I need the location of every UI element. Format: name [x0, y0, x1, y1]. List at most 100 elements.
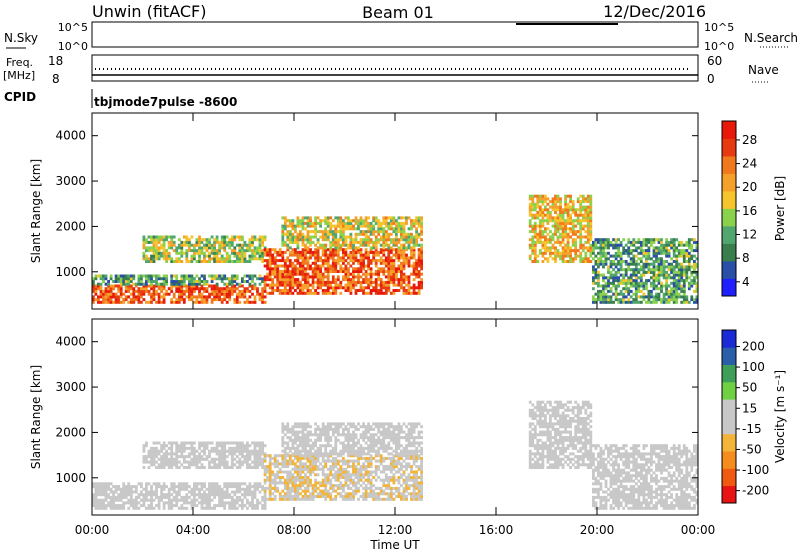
echo-cell — [395, 272, 398, 276]
echo-cell — [160, 444, 163, 448]
echo-cell — [660, 249, 663, 253]
echo-cell — [304, 489, 307, 493]
echo-cell — [261, 238, 264, 242]
echo-cell — [294, 283, 297, 287]
echo-cell — [215, 274, 219, 278]
echo-cell — [175, 289, 179, 293]
echo-cell — [261, 498, 264, 502]
echo-cell — [185, 493, 189, 497]
echo-cell — [612, 281, 615, 285]
echo-cell — [177, 243, 181, 247]
echo-cell — [208, 441, 211, 445]
echo-cell — [304, 283, 307, 287]
echo-cell — [230, 482, 234, 486]
echo-cell — [251, 287, 254, 291]
echo-cell — [586, 257, 590, 261]
echo-cell — [230, 251, 234, 255]
echo-cell — [364, 264, 368, 268]
echo-cell — [162, 460, 166, 464]
echo-cell — [235, 485, 239, 489]
echo-cell — [349, 272, 353, 276]
echo-cell — [609, 300, 613, 304]
echo-cell — [238, 498, 242, 502]
echo-cell — [639, 281, 643, 285]
echo-cell — [291, 235, 295, 239]
echo-cell — [228, 449, 232, 453]
echo-cell — [235, 277, 239, 281]
echo-cell — [97, 295, 100, 299]
echo-cell — [261, 457, 264, 461]
echo-cell — [402, 495, 406, 498]
echo-cell — [377, 467, 381, 471]
echo-cell — [253, 495, 257, 499]
echo-cell — [392, 261, 396, 265]
echo-cell — [334, 270, 338, 273]
echo-cell — [314, 219, 317, 223]
echo-cell — [142, 449, 146, 453]
echo-cell — [235, 482, 239, 486]
echo-cell — [218, 260, 221, 263]
echo-cell — [167, 246, 171, 250]
echo-cell — [352, 492, 355, 496]
echo-cell — [319, 267, 322, 271]
echo-cell — [316, 459, 320, 463]
echo-cell — [369, 465, 373, 469]
echo-cell — [248, 485, 252, 489]
echo-cell — [614, 289, 618, 293]
echo-cell — [228, 506, 232, 510]
echo-cell — [589, 235, 593, 239]
echo-cell — [367, 486, 370, 490]
echo-cell — [395, 459, 398, 463]
echo-cell — [336, 243, 340, 247]
echo-cell — [215, 277, 219, 281]
echo-cell — [342, 235, 345, 239]
echo-cell — [253, 482, 257, 486]
echo-cell — [271, 259, 275, 263]
echo-cell — [531, 251, 535, 255]
echo-cell — [185, 295, 189, 299]
echo-cell — [336, 462, 340, 466]
echo-cell — [652, 251, 656, 255]
echo-cell — [314, 248, 317, 252]
echo-cell — [195, 493, 199, 497]
colorbar-segment — [722, 261, 736, 279]
echo-cell — [188, 277, 191, 281]
echo-cell — [377, 278, 381, 282]
echo-cell — [150, 504, 153, 508]
echo-cell — [235, 449, 239, 453]
echo-cell — [339, 481, 343, 485]
echo-cell — [672, 249, 676, 253]
echo-cell — [339, 270, 343, 273]
echo-cell — [150, 485, 153, 489]
echo-cell — [584, 205, 588, 209]
echo-cell — [342, 462, 345, 466]
echo-cell — [382, 478, 386, 482]
echo-cell — [369, 240, 373, 244]
echo-cell — [357, 259, 360, 263]
echo-cell — [397, 459, 401, 463]
echo-cell — [682, 273, 686, 277]
echo-cell — [331, 267, 335, 271]
echo-cell — [374, 459, 378, 463]
echo-cell — [617, 276, 620, 280]
echo-cell — [145, 506, 148, 510]
echo-cell — [251, 243, 254, 247]
echo-cell — [533, 254, 537, 258]
echo-cell — [175, 460, 179, 464]
echo-cell — [352, 286, 355, 290]
echo-cell — [402, 250, 406, 254]
echo-cell — [559, 227, 562, 231]
echo-cell — [294, 481, 297, 485]
nsky-tick-top: 10^5 — [58, 21, 88, 34]
echo-cell — [127, 506, 131, 510]
echo-cell — [387, 238, 391, 242]
echo-cell — [299, 253, 302, 257]
echo-cell — [650, 240, 653, 244]
echo-cell — [652, 279, 656, 283]
echo-cell — [326, 256, 330, 260]
echo-cell — [243, 449, 247, 453]
echo-cell — [117, 298, 121, 302]
echo-cell — [687, 238, 691, 242]
echo-cell — [180, 504, 184, 508]
echo-cell — [412, 248, 416, 252]
